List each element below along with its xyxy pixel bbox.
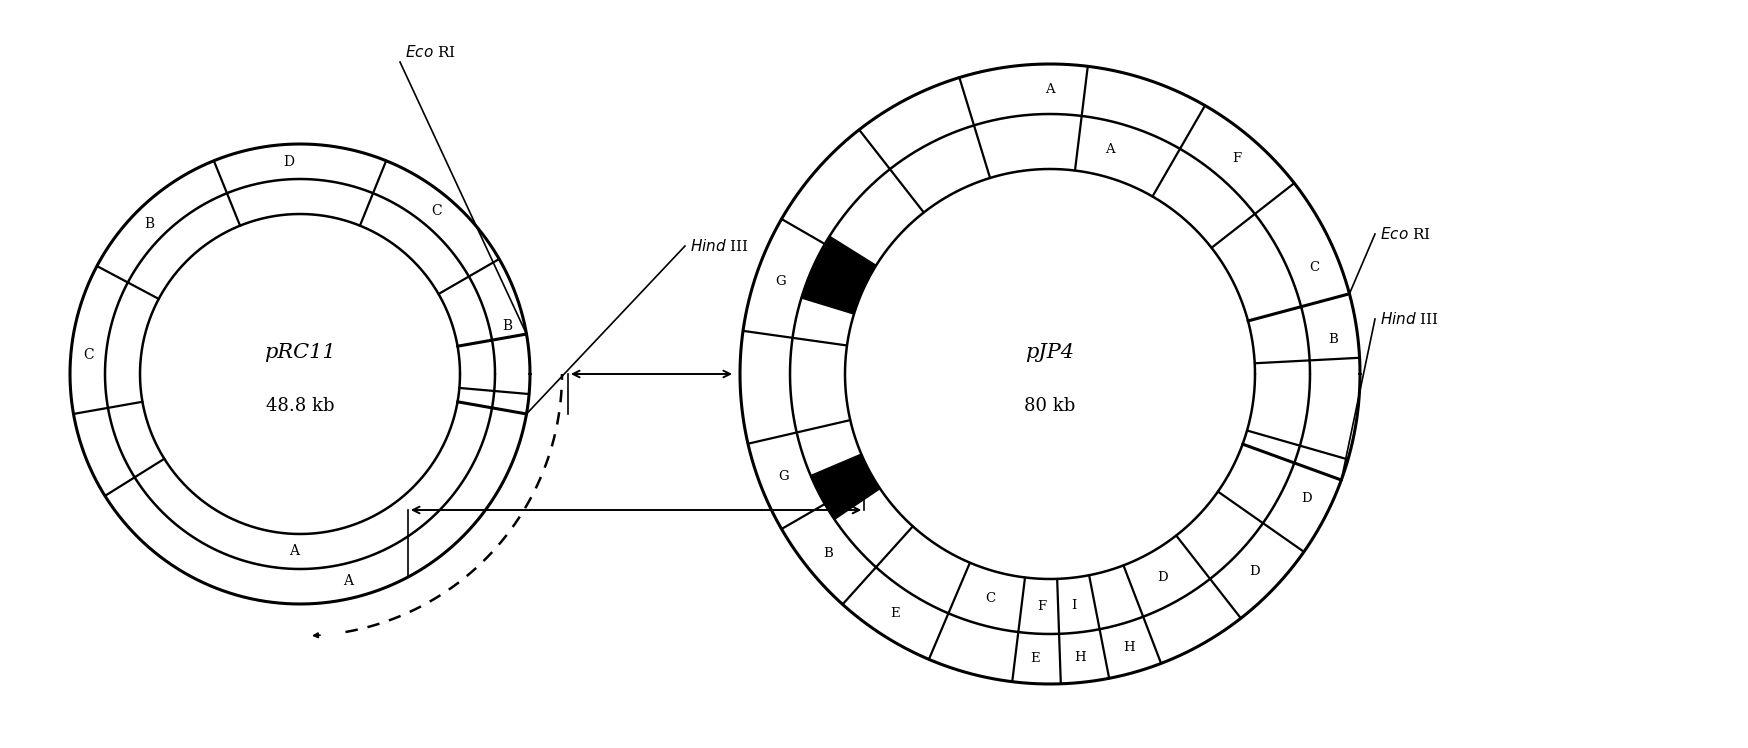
Polygon shape bbox=[801, 236, 876, 314]
Text: A: A bbox=[1045, 82, 1054, 96]
Text: C: C bbox=[984, 592, 995, 605]
Text: A: A bbox=[1105, 143, 1115, 156]
Text: F: F bbox=[1232, 153, 1241, 165]
Text: $\it{Hind}$ III: $\it{Hind}$ III bbox=[690, 238, 748, 254]
Text: D: D bbox=[1250, 565, 1260, 578]
Text: A: A bbox=[288, 545, 299, 559]
Text: I: I bbox=[1072, 598, 1077, 612]
Polygon shape bbox=[811, 454, 879, 519]
Text: C: C bbox=[432, 204, 442, 218]
Text: 80 kb: 80 kb bbox=[1024, 397, 1075, 415]
Text: A: A bbox=[343, 574, 353, 588]
Text: B: B bbox=[1327, 333, 1337, 346]
Text: H: H bbox=[1073, 651, 1086, 664]
Text: C: C bbox=[82, 349, 94, 363]
Text: C: C bbox=[1309, 261, 1318, 274]
Text: pRC11: pRC11 bbox=[264, 343, 336, 361]
Text: H: H bbox=[1122, 642, 1134, 654]
Text: pJP4: pJP4 bbox=[1024, 343, 1073, 361]
Text: D: D bbox=[1301, 492, 1311, 506]
Text: $\it{Hind}$ III: $\it{Hind}$ III bbox=[1379, 311, 1439, 327]
Text: 48.8 kb: 48.8 kb bbox=[266, 397, 334, 415]
Text: D: D bbox=[1157, 571, 1168, 584]
Text: G: G bbox=[774, 275, 785, 288]
Text: B: B bbox=[823, 547, 832, 560]
Text: F: F bbox=[1037, 600, 1045, 613]
Text: D: D bbox=[283, 155, 294, 169]
Text: G: G bbox=[778, 470, 788, 482]
Text: B: B bbox=[502, 319, 512, 333]
Text: E: E bbox=[890, 607, 898, 619]
Text: $\it{Eco}$ RI: $\it{Eco}$ RI bbox=[406, 44, 456, 60]
Text: B: B bbox=[145, 217, 156, 230]
Text: E: E bbox=[1030, 652, 1040, 665]
Text: $\it{Eco}$ RI: $\it{Eco}$ RI bbox=[1379, 226, 1430, 242]
